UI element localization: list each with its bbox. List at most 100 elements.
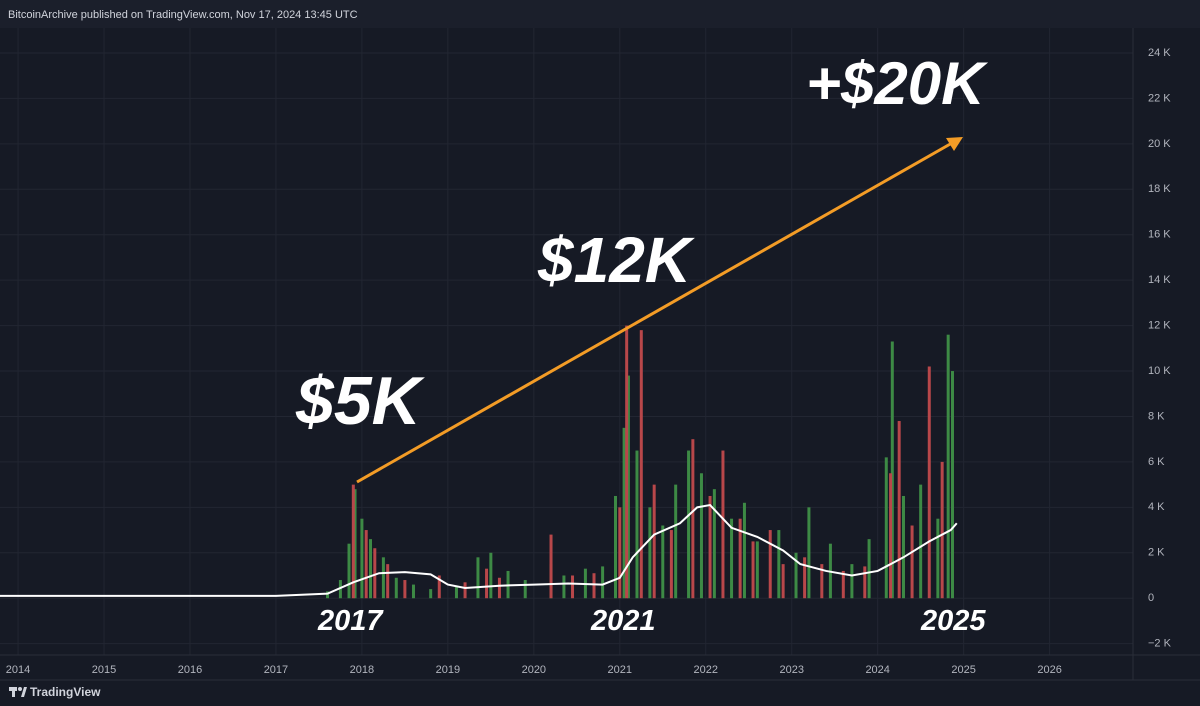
year-annotation: 2017	[317, 605, 384, 637]
bar	[347, 543, 351, 599]
bar	[803, 557, 807, 599]
plot	[0, 28, 1133, 655]
bar	[687, 450, 691, 599]
bar	[919, 484, 923, 599]
y-tick-label: 8 K	[1148, 410, 1165, 422]
y-tick-label: 6 K	[1148, 456, 1165, 468]
year-annotation: 2021	[590, 605, 656, 637]
bar	[648, 507, 652, 599]
bar	[669, 530, 673, 599]
x-tick-label: 2020	[522, 664, 546, 676]
y-tick-label: 18 K	[1148, 183, 1171, 195]
bar	[910, 525, 914, 599]
y-tick-label: 24 K	[1148, 47, 1171, 59]
x-tick-label: 2022	[694, 664, 718, 676]
bar	[841, 570, 845, 599]
bar	[326, 591, 330, 599]
bar	[386, 564, 390, 599]
bar	[820, 564, 824, 599]
bar	[369, 539, 373, 599]
x-tick-label: 2023	[779, 664, 803, 676]
bar	[562, 575, 566, 599]
bar	[429, 589, 433, 599]
bar	[950, 371, 954, 599]
bar	[338, 580, 342, 599]
bar	[353, 489, 357, 599]
y-tick-label: 20 K	[1148, 138, 1171, 150]
x-tick-label: 2015	[92, 664, 116, 676]
x-tick-label: 2019	[436, 664, 460, 676]
y-tick-label: 2 K	[1148, 547, 1165, 559]
header-text: BitcoinArchive published on TradingView.…	[8, 9, 358, 21]
moving-average-line	[0, 503, 958, 597]
bar	[777, 530, 781, 599]
bar	[742, 502, 746, 599]
bar	[652, 484, 656, 599]
bar	[549, 534, 553, 599]
bar	[927, 366, 931, 599]
y-tick-label: 0	[1148, 592, 1154, 604]
bar	[889, 473, 893, 599]
brand-logo	[9, 687, 27, 697]
bar	[625, 325, 629, 599]
bar	[381, 557, 385, 599]
x-tick-label: 2021	[608, 664, 632, 676]
bar	[712, 489, 716, 599]
x-tick-label: 2025	[951, 664, 975, 676]
bar	[411, 584, 415, 599]
bar	[794, 552, 798, 599]
annotation: +$20K	[806, 50, 988, 117]
bar	[721, 450, 725, 599]
bar	[601, 566, 605, 599]
bar	[476, 557, 480, 599]
header-bar	[0, 0, 1200, 28]
bar	[751, 541, 755, 599]
arrow-head	[946, 137, 963, 151]
y-tick-label: 16 K	[1148, 229, 1171, 241]
bar	[351, 484, 355, 599]
bar	[781, 564, 785, 599]
bar	[403, 580, 407, 599]
bar	[360, 518, 364, 599]
x-tick-label: 2017	[264, 664, 288, 676]
x-tick-label: 2016	[178, 664, 202, 676]
bar	[674, 484, 678, 599]
bar	[936, 518, 940, 599]
bar	[850, 564, 854, 599]
bar	[394, 577, 398, 599]
bar	[768, 530, 772, 599]
x-tick-label: 2014	[6, 664, 30, 676]
bar	[730, 518, 734, 599]
bar	[571, 575, 575, 599]
x-tick-label: 2024	[865, 664, 889, 676]
bar	[523, 580, 527, 599]
bar	[884, 457, 888, 599]
bar	[489, 552, 493, 599]
bar	[618, 507, 622, 599]
bar	[940, 461, 944, 599]
bar	[738, 518, 742, 599]
bar	[691, 439, 695, 599]
bar	[699, 473, 703, 599]
bar	[626, 375, 630, 599]
y-tick-label: 4 K	[1148, 501, 1165, 513]
bar	[755, 541, 759, 599]
bar	[639, 330, 643, 599]
brand-name: TradingView	[30, 685, 101, 699]
bar	[867, 539, 871, 599]
bar	[901, 495, 905, 599]
bar	[463, 582, 467, 599]
bar	[622, 427, 626, 599]
x-tick-label: 2026	[1037, 664, 1061, 676]
bar	[863, 566, 867, 599]
annotation: $5K	[295, 363, 426, 439]
bar	[635, 450, 639, 599]
bar	[613, 495, 617, 599]
annotation: $12K	[537, 224, 696, 296]
bar	[454, 586, 458, 599]
bar	[946, 334, 950, 599]
year-annotation: 2025	[920, 605, 986, 637]
